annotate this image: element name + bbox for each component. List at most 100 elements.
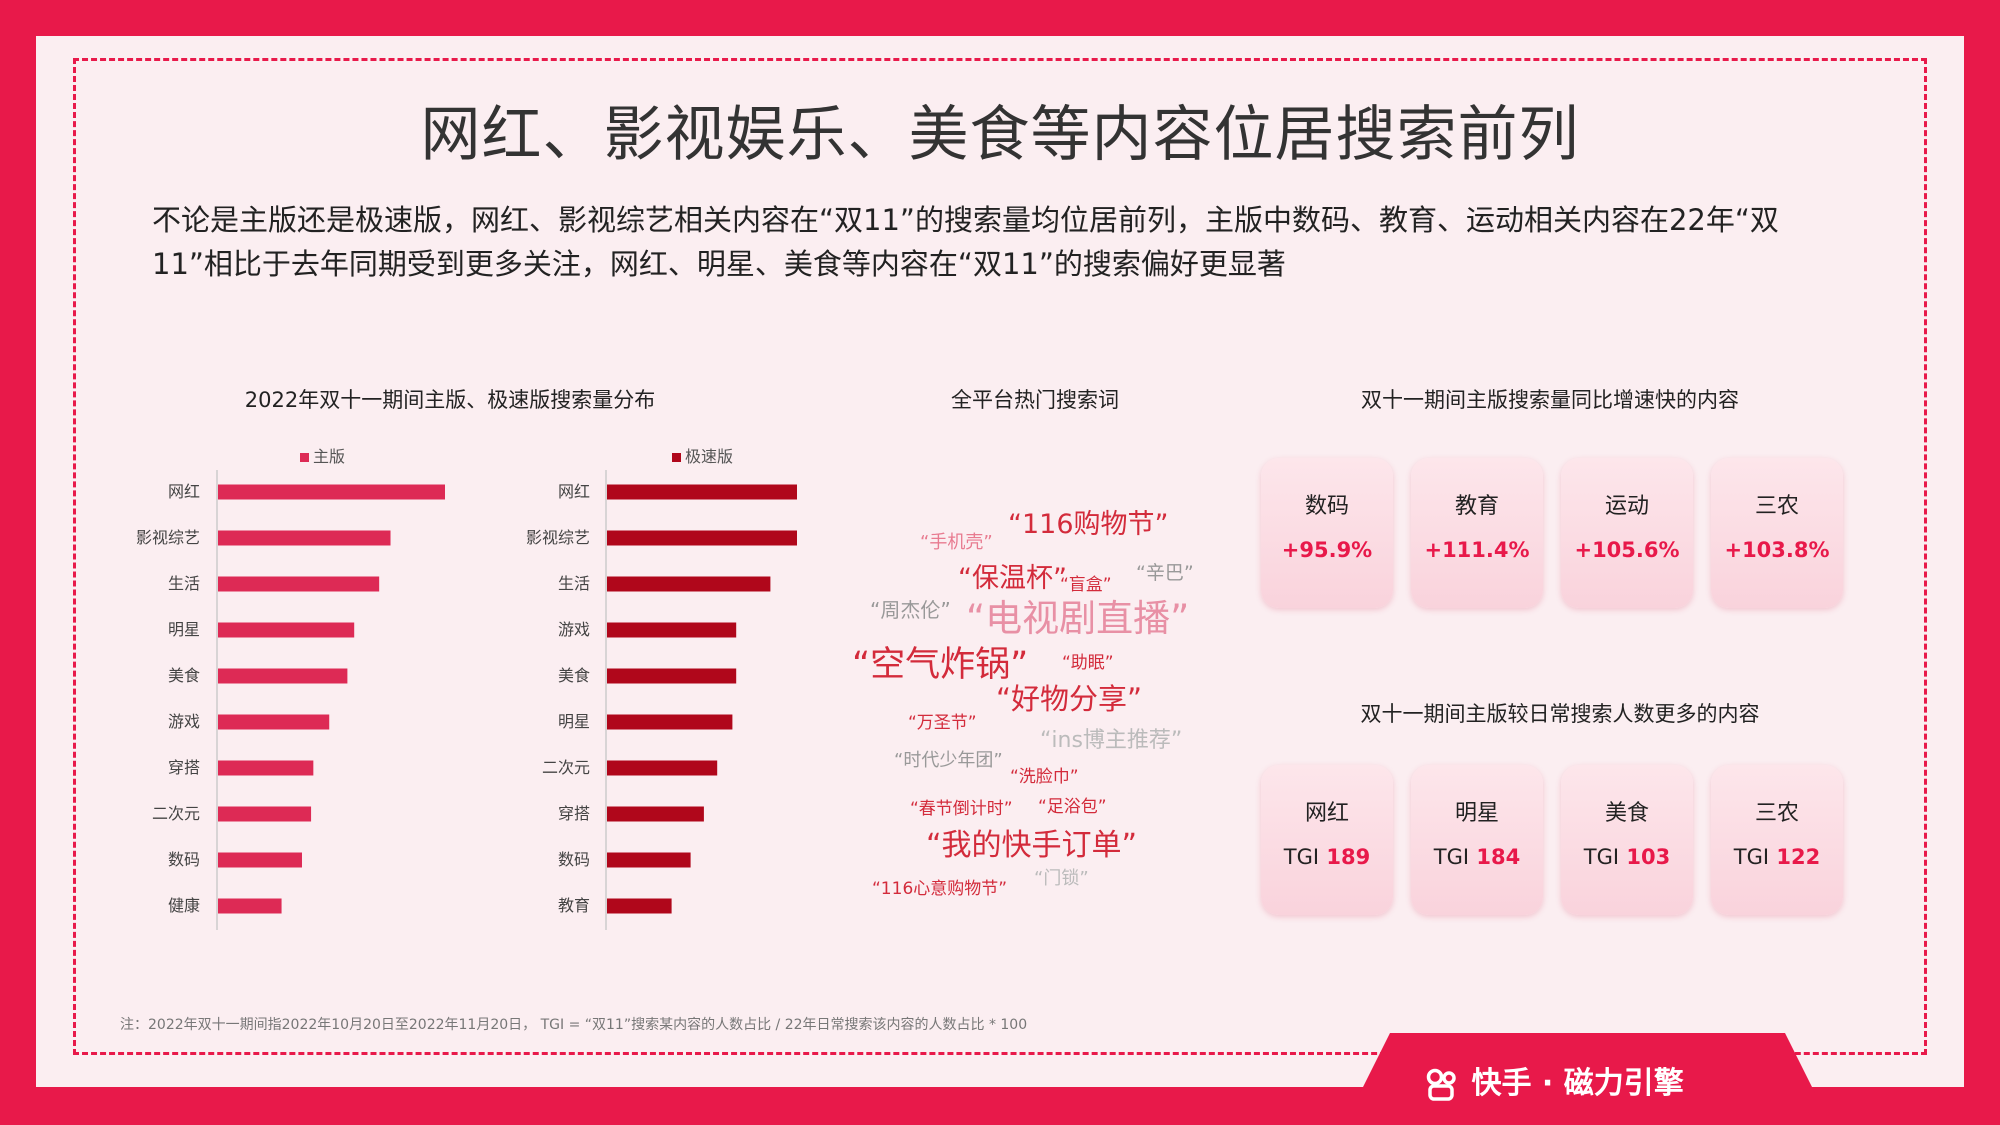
tgi-value: 122 xyxy=(1776,845,1821,869)
tgi-card-agriculture: 三农 TGI 122 xyxy=(1711,765,1843,915)
category-label: 美食 xyxy=(168,666,200,685)
tgi-card-label: 网红 xyxy=(1304,801,1349,826)
tgi-prefix: TGI xyxy=(1733,845,1770,869)
word-door-lock: “门锁” xyxy=(1034,868,1089,889)
bar xyxy=(607,898,672,914)
word-phone-case: “手机壳” xyxy=(920,532,993,553)
tgi-card-label: 三农 xyxy=(1754,801,1799,826)
category-label: 生活 xyxy=(168,574,200,593)
growth-card-value: +111.4% xyxy=(1424,538,1530,562)
growth-card-label: 运动 xyxy=(1604,494,1649,519)
word-tnt: “时代少年团” xyxy=(894,750,1003,771)
category-label: 网红 xyxy=(558,482,590,501)
tgi-card-food: 美食 TGI 103 xyxy=(1561,765,1693,915)
category-label: 二次元 xyxy=(542,758,590,777)
growth-card-label: 数码 xyxy=(1304,494,1349,519)
hot-words-title: 全平台热门搜索词 xyxy=(951,388,1119,412)
bar xyxy=(607,484,797,500)
bar xyxy=(218,576,380,592)
category-label: 生活 xyxy=(558,574,590,593)
bar xyxy=(218,760,314,776)
bar xyxy=(218,622,355,638)
legend-lite: 极速版 xyxy=(672,443,733,467)
bar xyxy=(607,760,718,776)
growth-card-digital: 数码 +95.9% xyxy=(1261,458,1393,608)
word-blind-box: “盲盒” xyxy=(1060,575,1112,595)
brand-logo: 快手 · 磁力引擎 xyxy=(1425,1058,1684,1102)
bar xyxy=(218,806,312,822)
tgi-value: 189 xyxy=(1326,845,1371,869)
word-halloween: “万圣节” xyxy=(908,713,977,733)
bar xyxy=(218,484,445,500)
category-label: 游戏 xyxy=(558,620,590,639)
category-label: 数码 xyxy=(558,850,590,869)
category-label: 教育 xyxy=(558,896,590,915)
word-air-fryer: “空气炸锅” xyxy=(852,645,1029,685)
category-label: 数码 xyxy=(168,850,200,869)
word-ins-blogger: “ins博主推荐” xyxy=(1040,728,1183,753)
growth-card-education: 教育 +111.4% xyxy=(1411,458,1543,608)
category-label: 影视综艺 xyxy=(136,528,200,547)
category-label: 二次元 xyxy=(152,804,200,823)
bar xyxy=(218,668,348,684)
word-jay-chou: “周杰伦” xyxy=(870,598,951,622)
main-app-bar-chart: 网红 影视综艺 生活 明星 美食 游戏 穿搭 二次元 数码 健康 xyxy=(120,470,460,930)
growth-card-value: +95.9% xyxy=(1281,538,1373,562)
word-spring-countdown: “春节倒计时” xyxy=(910,799,1013,819)
word-tv-live: “电视剧直播” xyxy=(966,597,1190,640)
category-label: 穿搭 xyxy=(168,758,200,777)
bar xyxy=(218,714,330,730)
tgi-card-influencer: 网红 TGI 189 xyxy=(1261,765,1393,915)
growth-card-sports: 运动 +105.6% xyxy=(1561,458,1693,608)
bar xyxy=(218,852,302,868)
legend-main-swatch xyxy=(300,453,309,462)
word-face-towel: “洗脸巾” xyxy=(1010,767,1079,787)
growth-card-value: +103.8% xyxy=(1724,538,1830,562)
word-foot-bath: “足浴包” xyxy=(1038,797,1107,817)
bar xyxy=(607,668,737,684)
footnote: 注：2022年双十一期间指2022年10月20日至2022年11月20日， TG… xyxy=(120,1017,1028,1033)
category-label: 游戏 xyxy=(168,712,200,731)
word-xinba: “辛巴” xyxy=(1136,562,1194,584)
legend-lite-label: 极速版 xyxy=(685,447,734,466)
growth-title: 双十一期间主版搜索量同比增速快的内容 xyxy=(1361,388,1739,412)
category-label: 网红 xyxy=(168,482,200,501)
legend-main-label: 主版 xyxy=(313,447,346,466)
distribution-title: 2022年双十一期间主版、极速版搜索量分布 xyxy=(244,388,656,412)
growth-card-label: 教育 xyxy=(1454,494,1499,519)
bar xyxy=(607,806,704,822)
word-116-gift: “116心意购物节” xyxy=(872,879,1008,899)
lite-app-bar-chart: 网红 影视综艺 生活 游戏 美食 明星 二次元 穿搭 数码 教育 xyxy=(510,470,820,930)
bar xyxy=(218,530,391,546)
bar xyxy=(607,576,771,592)
tgi-card-celebrity: 明星 TGI 184 xyxy=(1411,765,1543,915)
tgi-prefix: TGI xyxy=(1283,845,1320,869)
preference-title: 双十一期间主版较日常搜索人数更多的内容 xyxy=(1360,702,1760,726)
category-label: 美食 xyxy=(558,666,590,685)
word-good-share: “好物分享” xyxy=(996,682,1143,716)
bar xyxy=(607,622,737,638)
bar xyxy=(218,898,282,914)
word-116-shopping: “116购物节” xyxy=(1008,509,1169,540)
legend-main: 主版 xyxy=(300,443,345,467)
page-title: 网红、影视娱乐、美食等内容位居搜索前列 xyxy=(420,100,1580,170)
category-label: 明星 xyxy=(168,620,200,639)
growth-card-agriculture: 三农 +103.8% xyxy=(1711,458,1843,608)
word-my-order: “我的快手订单” xyxy=(926,828,1138,863)
tgi-prefix: TGI xyxy=(1583,845,1620,869)
tgi-value: 103 xyxy=(1626,845,1671,869)
hot-words-cloud: “116购物节” “手机壳” “保温杯” “盲盒” “辛巴” “周杰伦” “电视… xyxy=(840,480,1220,910)
brand-text: 快手 · 磁力引擎 xyxy=(1471,1066,1684,1101)
bar xyxy=(607,852,691,868)
growth-card-label: 三农 xyxy=(1754,494,1799,519)
growth-card-value: +105.6% xyxy=(1574,538,1680,562)
tgi-card-label: 美食 xyxy=(1604,801,1649,826)
tgi-prefix: TGI xyxy=(1433,845,1470,869)
tgi-card-label: 明星 xyxy=(1454,801,1499,826)
word-sleep-aid: “助眠” xyxy=(1062,653,1114,673)
intro-text: 不论是主版还是极速版，网红、影视综艺相关内容在“双11”的搜索量均位居前列，主版… xyxy=(152,203,1779,281)
legend-lite-swatch xyxy=(672,453,681,462)
bar xyxy=(607,714,733,730)
dashed-frame xyxy=(73,58,1927,1055)
